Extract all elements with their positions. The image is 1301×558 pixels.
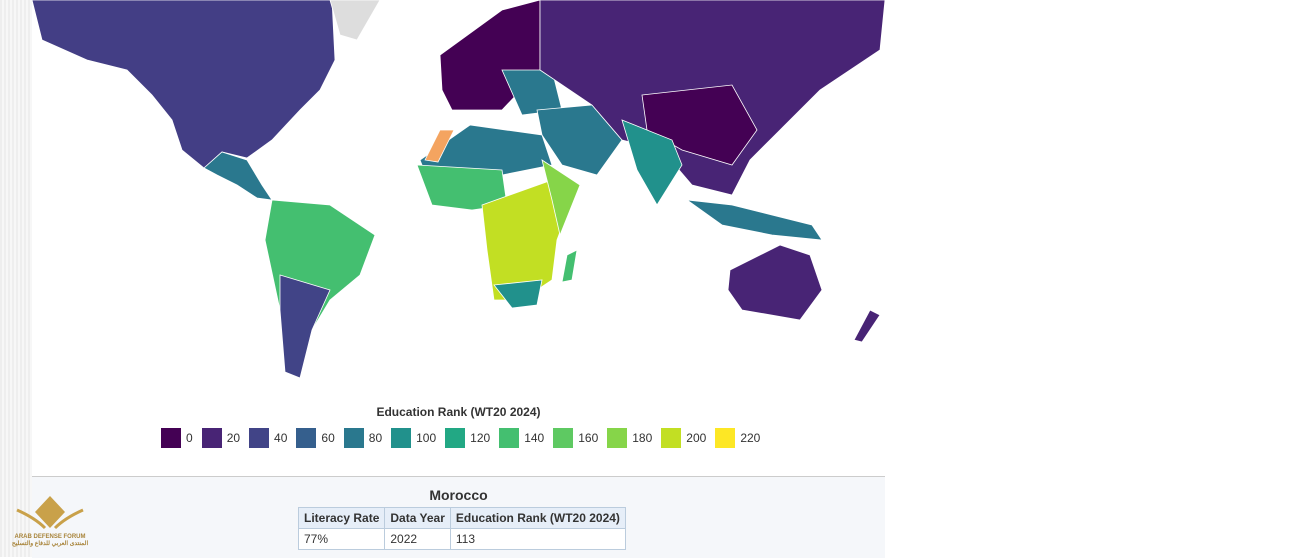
table-cell: 113 <box>449 528 626 550</box>
legend-swatch <box>661 428 682 448</box>
africa-south <box>493 279 543 309</box>
legend-swatch <box>715 428 736 448</box>
legend-item: 60 <box>296 428 335 448</box>
watermark-name: ARAB DEFENSE FORUM <box>14 534 86 540</box>
legend-swatch <box>553 428 574 448</box>
legend-swatch <box>201 428 222 448</box>
north-america <box>32 0 336 169</box>
legend-swatch <box>296 428 317 448</box>
legend-label: 180 <box>632 431 653 445</box>
watermark: ARAB DEFENSE FORUM المنتدى العربي للدفاع… <box>8 492 92 547</box>
legend-label: 80 <box>368 431 383 445</box>
table-header: Literacy Rate <box>297 507 386 529</box>
legend-swatch <box>249 428 270 448</box>
new-zealand <box>853 309 881 343</box>
legend-label: 140 <box>524 431 545 445</box>
watermark-subtitle: المنتدى العربي للدفاع والتسليح <box>11 541 89 547</box>
legend-item: 120 <box>445 428 490 448</box>
legend-item: 220 <box>715 428 760 448</box>
legend-label: 60 <box>321 431 335 445</box>
table-row: 77% 2022 113 <box>297 528 626 550</box>
south-america-south <box>279 274 331 379</box>
southeast-asia <box>685 199 823 241</box>
legend-label: 160 <box>578 431 599 445</box>
info-table: Literacy Rate Data Year Education Rank (WT… <box>297 507 626 550</box>
legend-label: 100 <box>416 431 437 445</box>
legend-item: 200 <box>661 428 706 448</box>
south-asia <box>621 119 683 206</box>
legend-label: 220 <box>740 431 761 445</box>
legend-item: 140 <box>499 428 544 448</box>
legend-label: 0 <box>186 431 193 445</box>
table-cell: 77% <box>297 528 386 550</box>
legend-label: 120 <box>470 431 491 445</box>
legend-swatch <box>161 428 181 448</box>
legend-label: 40 <box>274 431 288 445</box>
panel-title: Morocco <box>429 487 488 503</box>
legend-item: 40 <box>249 428 287 448</box>
table-header: Education Rank (WT20 2024) <box>449 507 626 529</box>
table-cell: 2022 <box>384 528 451 550</box>
legend-swatch <box>445 428 466 448</box>
header-row: Literacy Rate Data Year Education Rank (WT… <box>297 507 626 529</box>
legend-item: 0 <box>161 428 193 448</box>
legend: 0 20 40 60 80 100 120 140 160 180 200 220 <box>161 428 769 448</box>
legend-item: 100 <box>391 428 436 448</box>
info-panel: Morocco Literacy Rate Data Year Education … <box>32 476 885 558</box>
madagascar <box>561 249 578 283</box>
legend-label: 20 <box>226 431 241 445</box>
australia <box>727 244 823 321</box>
legend-item: 80 <box>343 428 383 448</box>
world-map <box>32 0 885 379</box>
table-header: Data Year <box>384 507 451 529</box>
legend-swatch <box>499 428 520 448</box>
africa-east <box>541 159 581 237</box>
greenland <box>329 0 381 41</box>
logo <box>16 496 84 530</box>
side-strip <box>0 0 32 557</box>
legend-swatch <box>607 428 628 448</box>
legend-swatch <box>343 428 364 448</box>
legend-item: 180 <box>607 428 652 448</box>
legend-item: 20 <box>201 428 241 448</box>
central-america <box>203 151 273 201</box>
legend-title: Education Rank (WT20 2024) <box>376 405 541 419</box>
legend-label: 200 <box>686 431 707 445</box>
morocco <box>424 129 455 163</box>
legend-swatch <box>391 428 412 448</box>
legend-item: 160 <box>553 428 598 448</box>
